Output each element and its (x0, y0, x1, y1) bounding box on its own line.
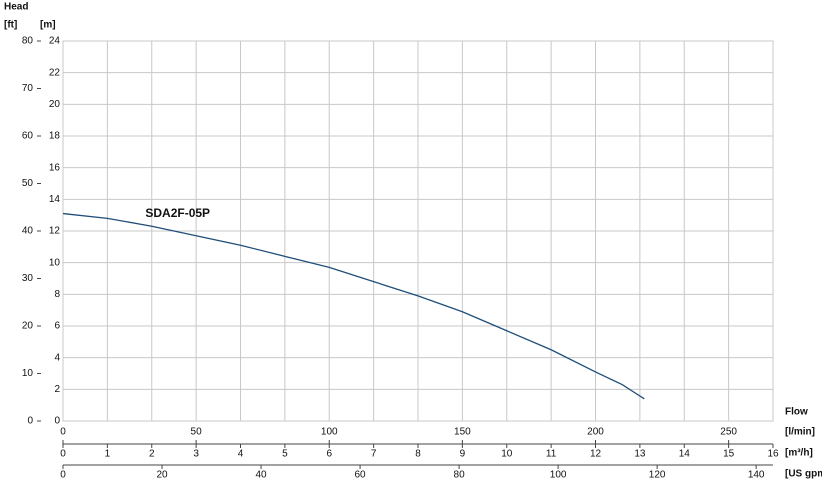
x2-tick-label: 0 (60, 427, 66, 438)
y-tick-label: 8 (54, 289, 60, 300)
x-unit: [m³/h] (785, 448, 813, 459)
x2-tick-label: 50 (191, 427, 203, 438)
x3-tick-label: 60 (355, 470, 367, 481)
y2-tick-label: 20 (22, 321, 34, 332)
y-tick-label: 24 (49, 36, 61, 47)
x2-tick-label: 100 (321, 427, 338, 438)
x2-tick-label: 250 (720, 427, 737, 438)
x3-tick-label: 100 (550, 470, 567, 481)
x3-tick-label: 140 (748, 470, 765, 481)
x-tick-label: 5 (282, 449, 288, 460)
y2-tick-label: 60 (22, 131, 34, 142)
y2-unit: [ft] (4, 20, 17, 31)
x-tick-label: 15 (723, 449, 735, 460)
y-tick-label: 10 (49, 257, 61, 268)
x-tick-label: 4 (238, 449, 244, 460)
y2-tick-label: 50 (22, 178, 34, 189)
x-tick-label: 7 (371, 449, 377, 460)
y-tick-label: 2 (54, 384, 60, 395)
y-tick-label: 0 (54, 416, 60, 427)
x-tick-label: 16 (767, 449, 779, 460)
x-tick-label: 11 (546, 449, 557, 460)
y-axis-label: Head (4, 2, 28, 13)
x-tick-label: 9 (460, 449, 466, 460)
x3-tick-label: 120 (649, 470, 666, 481)
x2-tick-label: 150 (454, 427, 471, 438)
x2-unit: [l/min] (785, 427, 815, 438)
x3-tick-label: 0 (60, 470, 66, 481)
x3-unit: [US gpm (785, 469, 822, 480)
x2-tick-label: 200 (587, 427, 604, 438)
y-tick-label: 12 (49, 226, 61, 237)
y2-tick-label: 40 (22, 226, 34, 237)
x-tick-label: 3 (193, 449, 199, 460)
y-tick-label: 22 (49, 67, 61, 78)
y2-tick-label: 70 (22, 83, 34, 94)
x3-tick-label: 20 (156, 470, 168, 481)
x-tick-label: 2 (149, 449, 155, 460)
y-tick-label: 14 (49, 194, 61, 205)
series-label: SDA2F-05P (145, 206, 210, 220)
y-tick-label: 18 (49, 131, 61, 142)
y-tick-label: 16 (49, 162, 61, 173)
y-tick-label: 6 (54, 321, 60, 332)
curve (62, 212, 645, 400)
y2-tick-label: 30 (22, 273, 34, 284)
y2-tick-label: 0 (27, 416, 33, 427)
x3-tick-label: 80 (454, 470, 466, 481)
y2-tick-label: 80 (22, 36, 34, 47)
y2-tick-label: 10 (22, 368, 34, 379)
x3-tick-label: 40 (255, 470, 267, 481)
y-unit: [m] (40, 20, 56, 31)
y-tick-label: 20 (49, 99, 61, 110)
x-tick-label: 1 (105, 449, 111, 460)
x-tick-label: 6 (326, 449, 332, 460)
x-tick-label: 13 (634, 449, 646, 460)
x-tick-label: 14 (679, 449, 691, 460)
x-tick-label: 0 (60, 449, 66, 460)
x-axis-label: Flow (785, 407, 808, 418)
x-tick-label: 8 (415, 449, 421, 460)
y-tick-label: 4 (54, 352, 60, 363)
x-tick-label: 10 (501, 449, 513, 460)
x-tick-label: 12 (590, 449, 602, 460)
